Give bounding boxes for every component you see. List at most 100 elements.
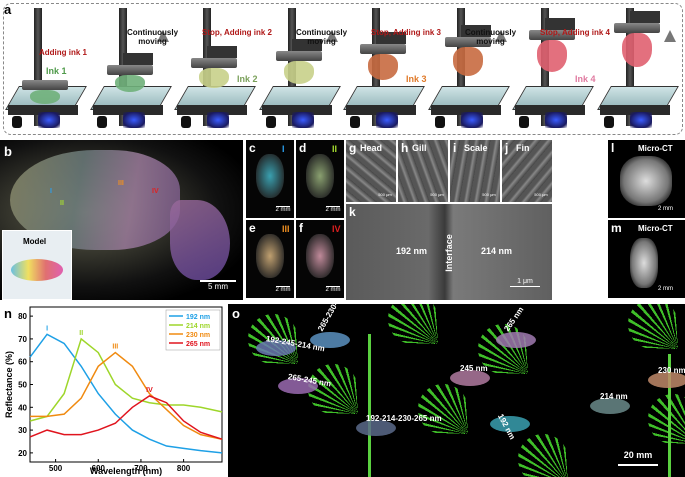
light — [629, 112, 652, 128]
panel-letter: o — [232, 306, 240, 321]
x-tick-label: 600 — [92, 464, 106, 473]
printer-box — [346, 105, 416, 115]
specimen — [648, 372, 685, 388]
x-tick-label: 700 — [134, 464, 148, 473]
frond — [648, 394, 685, 444]
inset-label: Model — [23, 237, 47, 246]
photo-m: m Micro-CT 2 mm — [608, 220, 685, 298]
scale-label: 1 μm — [517, 278, 533, 285]
arrow-up — [663, 30, 676, 42]
panel-letter: n — [4, 306, 12, 321]
ink-label: Ink 2 — [237, 74, 258, 84]
ink-label: Ink 3 — [406, 74, 427, 84]
marker: II — [60, 200, 64, 207]
build-arm — [629, 11, 660, 23]
arrow-up — [156, 30, 169, 42]
printer-box — [177, 105, 247, 115]
step-label: Stop, Adding ink 2 — [202, 28, 272, 37]
printed-part — [199, 68, 229, 88]
scale-label: 2 mm — [658, 206, 673, 212]
panel-letter: h — [401, 141, 409, 155]
photo-j: j Fin 500 μm — [502, 140, 552, 202]
sample-label: 245 nm — [460, 364, 488, 373]
specimen — [278, 378, 318, 394]
scale-bar — [326, 206, 340, 207]
frond — [518, 434, 568, 477]
x-tick-label: 800 — [177, 464, 191, 473]
chart: n 20 30 40 50 60 70 80 500 600 700 800 Wavelength (n… — [4, 306, 223, 476]
step-label: Continuously moving — [295, 28, 348, 46]
series-line — [29, 395, 223, 440]
scale-label: 500 μm — [378, 192, 392, 197]
build-plate — [360, 44, 406, 54]
build-arm — [460, 25, 491, 37]
ct-specimen — [630, 238, 658, 288]
panel-name: Gill — [412, 143, 427, 153]
printer-box — [92, 105, 163, 115]
lens — [265, 116, 276, 128]
printed-part — [368, 54, 398, 80]
specimen — [356, 420, 396, 436]
scale-bar — [200, 280, 236, 282]
arrow-up — [325, 30, 338, 42]
printer-box — [599, 105, 670, 115]
sample-label: 265-230-214-192 nm — [316, 304, 362, 333]
panel-letter: c — [249, 141, 256, 155]
printed-part — [114, 75, 145, 92]
peak-label: III — [112, 344, 118, 351]
specimen — [310, 332, 350, 348]
ink-label: Ink 1 — [46, 66, 67, 76]
scale-label: 500 μm — [482, 192, 496, 197]
peak-label: IV — [146, 387, 153, 394]
y-tick-label: 80 — [18, 312, 27, 321]
stem — [368, 334, 371, 477]
photo-c: c I 2 mm — [246, 140, 294, 218]
frond — [628, 304, 678, 349]
peak-label: I — [46, 325, 48, 332]
specimen — [450, 370, 490, 386]
panel-letter: i — [453, 141, 457, 155]
marker: IV — [152, 188, 159, 195]
specimen — [496, 332, 536, 348]
ink-label: Ink 4 — [575, 74, 596, 84]
printer-box — [515, 105, 585, 115]
light — [376, 112, 398, 128]
printed-part — [452, 47, 483, 76]
step-label: Continuously moving — [464, 28, 517, 46]
photo-d: d II 2 mm — [296, 140, 344, 218]
y-tick-label: 50 — [18, 381, 27, 390]
series-line — [29, 337, 223, 422]
sample-label: 192-214-230-265 nm — [366, 414, 442, 423]
scale-label: 500 μm — [534, 192, 548, 197]
photo-e: e III 2 mm — [246, 220, 294, 298]
scale-label: 500 μm — [430, 192, 444, 197]
y-tick-label: 60 — [18, 358, 27, 367]
photo-i: i Scale 500 μm — [450, 140, 500, 202]
light — [207, 112, 229, 128]
printer-box — [261, 105, 332, 115]
panel-a-frame — [3, 3, 683, 135]
lens — [434, 116, 445, 128]
y-tick-label: 70 — [18, 335, 27, 344]
scale-label: 2 mm — [325, 207, 341, 213]
frond — [418, 384, 468, 434]
specimen — [590, 398, 630, 414]
step-label: Stop, Adding ink 4 — [540, 28, 610, 37]
lens — [181, 116, 191, 128]
y-axis-label: Reflectance (%) — [4, 351, 14, 418]
scale-label: 2 mm — [325, 287, 341, 293]
panel-letter: b — [4, 144, 12, 159]
build-arm — [291, 39, 322, 51]
lens — [96, 116, 107, 128]
lens — [12, 116, 22, 128]
lens — [350, 116, 360, 128]
build-arm — [545, 18, 575, 30]
build-plate — [22, 80, 68, 90]
scale-label: 2 mm — [275, 207, 291, 213]
build-plate — [529, 30, 575, 40]
specimen — [256, 154, 284, 198]
panel-name: Head — [360, 143, 383, 153]
panel-letter: a — [4, 2, 12, 17]
light — [291, 112, 314, 128]
